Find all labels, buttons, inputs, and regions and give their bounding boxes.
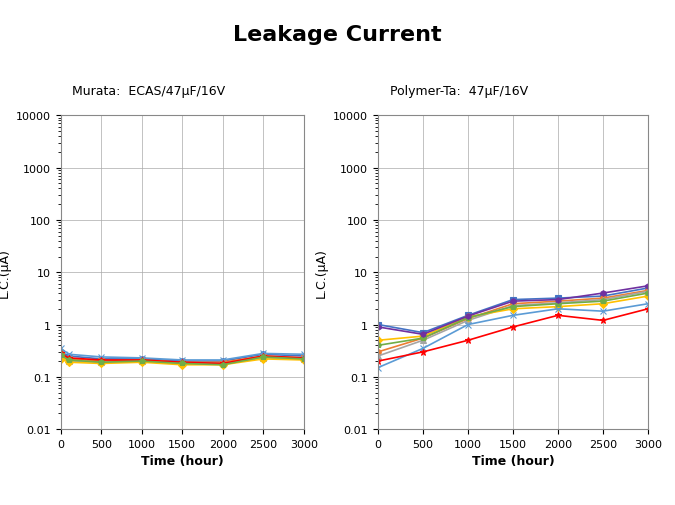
Text: Murata:  ECAS/47μF/16V: Murata: ECAS/47μF/16V <box>72 84 225 97</box>
X-axis label: Time (hour): Time (hour) <box>472 454 554 468</box>
Y-axis label: L.C.(μA): L.C.(μA) <box>315 248 328 297</box>
Text: Leakage Current: Leakage Current <box>233 25 442 45</box>
X-axis label: Time (hour): Time (hour) <box>141 454 223 468</box>
Y-axis label: L.C.(μA): L.C.(μA) <box>0 248 11 297</box>
Text: Polymer-Ta:  47μF/16V: Polymer-Ta: 47μF/16V <box>390 84 528 97</box>
